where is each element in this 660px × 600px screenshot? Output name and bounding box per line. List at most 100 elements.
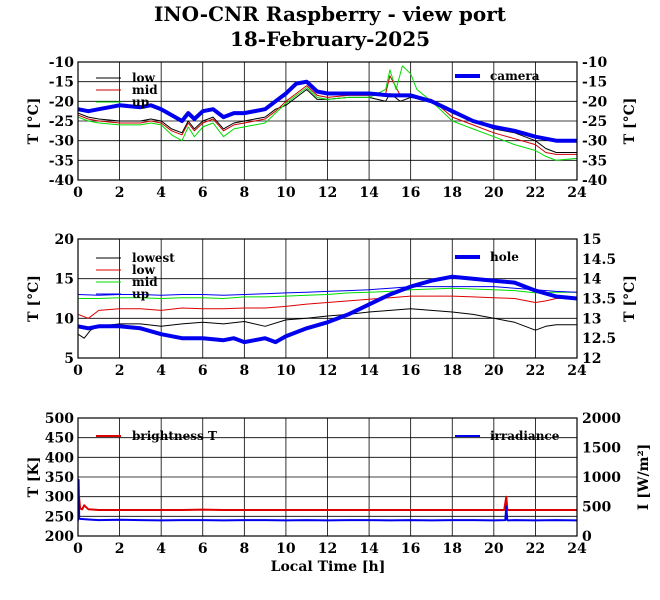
x-tick-label: 22 xyxy=(526,541,545,557)
legend-label: low xyxy=(132,263,156,277)
x-tick-label: 10 xyxy=(276,185,296,201)
x-tick-label: 2 xyxy=(115,185,125,201)
x-tick-label: 6 xyxy=(198,185,208,201)
x-tick-label: 8 xyxy=(239,541,249,557)
y-right-tick-label: 0 xyxy=(582,529,592,545)
y-right-tick-label: -40 xyxy=(582,173,608,189)
y-axis-label-left: T [K] xyxy=(26,457,42,498)
y-right-tick-label: 13 xyxy=(582,311,601,327)
x-tick-label: 14 xyxy=(359,541,379,557)
y-left-tick-label: -30 xyxy=(49,134,75,150)
y-left-tick-label: 350 xyxy=(45,470,74,486)
y-right-tick-label: 500 xyxy=(582,500,611,516)
y-left-tick-label: -20 xyxy=(49,94,75,110)
y-right-tick-label: -20 xyxy=(582,94,608,110)
y-right-tick-label: -10 xyxy=(582,55,608,71)
x-tick-label: 0 xyxy=(73,541,83,557)
legend-label: camera xyxy=(490,69,540,83)
legend-label: irradiance xyxy=(490,429,560,443)
y-axis-label-right: T [°C] xyxy=(622,275,638,322)
x-tick-label: 14 xyxy=(359,185,379,201)
y-left-tick-label: 450 xyxy=(45,431,74,447)
y-left-tick-label: -25 xyxy=(49,114,74,130)
series-line-camera xyxy=(78,79,577,143)
x-tick-label: 10 xyxy=(276,363,296,379)
x-tick-label: 12 xyxy=(318,541,337,557)
plot-frame xyxy=(77,238,578,359)
x-tick-label: 0 xyxy=(73,363,83,379)
y-left-tick-label: -15 xyxy=(49,75,74,91)
x-axis-label: Local Time [h] xyxy=(271,559,386,575)
x-tick-label: 20 xyxy=(484,541,504,557)
x-tick-label: 18 xyxy=(443,541,462,557)
x-tick-label: 2 xyxy=(115,541,125,557)
legend-label: lowest xyxy=(132,251,175,265)
x-tick-label: 20 xyxy=(484,185,504,201)
chart-subtitle: 18-February-2025 xyxy=(230,27,430,51)
x-tick-label: 10 xyxy=(276,541,296,557)
x-tick-label: 22 xyxy=(526,363,545,379)
y-right-tick-label: 15 xyxy=(582,232,601,248)
x-tick-label: 18 xyxy=(443,185,462,201)
y-left-tick-label: 200 xyxy=(45,529,74,545)
y-right-tick-label: 1000 xyxy=(582,470,621,486)
y-right-tick-label: -30 xyxy=(582,134,608,150)
series-line-up xyxy=(78,65,577,161)
series-line-mid xyxy=(78,287,577,299)
x-tick-label: 24 xyxy=(567,363,587,379)
series-line-mid xyxy=(78,75,577,155)
y-left-tick-label: 20 xyxy=(55,232,75,248)
x-tick-label: 12 xyxy=(318,363,337,379)
x-tick-label: 16 xyxy=(401,541,420,557)
series-group xyxy=(78,65,577,161)
series-group xyxy=(78,478,577,522)
panel-temperature-camera: 0 2 4 6 8 10 12 14 16 18 20 22 24-40-35-30-25-20-15-… xyxy=(26,55,638,201)
x-tick-label: 16 xyxy=(401,185,420,201)
y-left-tick-label: -10 xyxy=(49,55,75,71)
y-right-tick-label: 13.5 xyxy=(582,292,616,308)
x-tick-label: 24 xyxy=(567,185,587,201)
plot-frame xyxy=(77,417,578,537)
legend-label: mid xyxy=(132,275,158,289)
y-left-tick-label: 500 xyxy=(45,411,74,427)
x-tick-label: 12 xyxy=(318,185,337,201)
x-tick-label: 4 xyxy=(156,363,166,379)
x-tick-label: 14 xyxy=(359,363,379,379)
chart-title: INO-CNR Raspberry - view port xyxy=(154,2,507,26)
y-right-tick-label: -15 xyxy=(582,75,607,91)
x-tick-label: 2 xyxy=(115,363,125,379)
legend-label: mid xyxy=(132,83,158,97)
series-line-hole xyxy=(78,274,577,345)
x-tick-label: 6 xyxy=(198,541,208,557)
x-tick-label: 20 xyxy=(484,363,504,379)
y-left-tick-label: -35 xyxy=(49,153,74,169)
legend-label: brightness T xyxy=(132,429,217,443)
series-line-irradiance xyxy=(78,478,577,522)
series-line-low xyxy=(78,295,577,319)
series-line-lowest xyxy=(78,308,577,339)
x-tick-label: 4 xyxy=(156,185,166,201)
y-right-tick-label: 12.5 xyxy=(582,331,616,347)
x-tick-label: 8 xyxy=(239,185,249,201)
y-right-tick-label: 12 xyxy=(582,351,601,367)
x-tick-label: 16 xyxy=(401,363,420,379)
x-tick-label: 18 xyxy=(443,363,462,379)
y-left-tick-label: -40 xyxy=(49,173,75,189)
y-right-tick-label: 1500 xyxy=(582,441,621,457)
x-tick-label: 22 xyxy=(526,185,545,201)
plot-frame xyxy=(77,61,578,181)
x-tick-label: 4 xyxy=(156,541,166,557)
legend-label: low xyxy=(132,71,156,85)
x-tick-label: 6 xyxy=(198,363,208,379)
y-axis-label-right: T [°C] xyxy=(622,98,638,145)
y-left-tick-label: 15 xyxy=(55,272,74,288)
series-line-brightness-T xyxy=(78,495,577,511)
y-axis-label-right: I [W/m²] xyxy=(636,444,652,510)
y-left-tick-label: 400 xyxy=(45,450,74,466)
y-axis-label-left: T [°C] xyxy=(26,275,42,322)
panel-brightness-irradiance: 0 2 4 6 8 10 12 14 16 18 20 22 242002503003504004505… xyxy=(26,411,652,557)
legend-label: up xyxy=(132,287,149,301)
y-axis-label-left: T [°C] xyxy=(26,98,42,145)
